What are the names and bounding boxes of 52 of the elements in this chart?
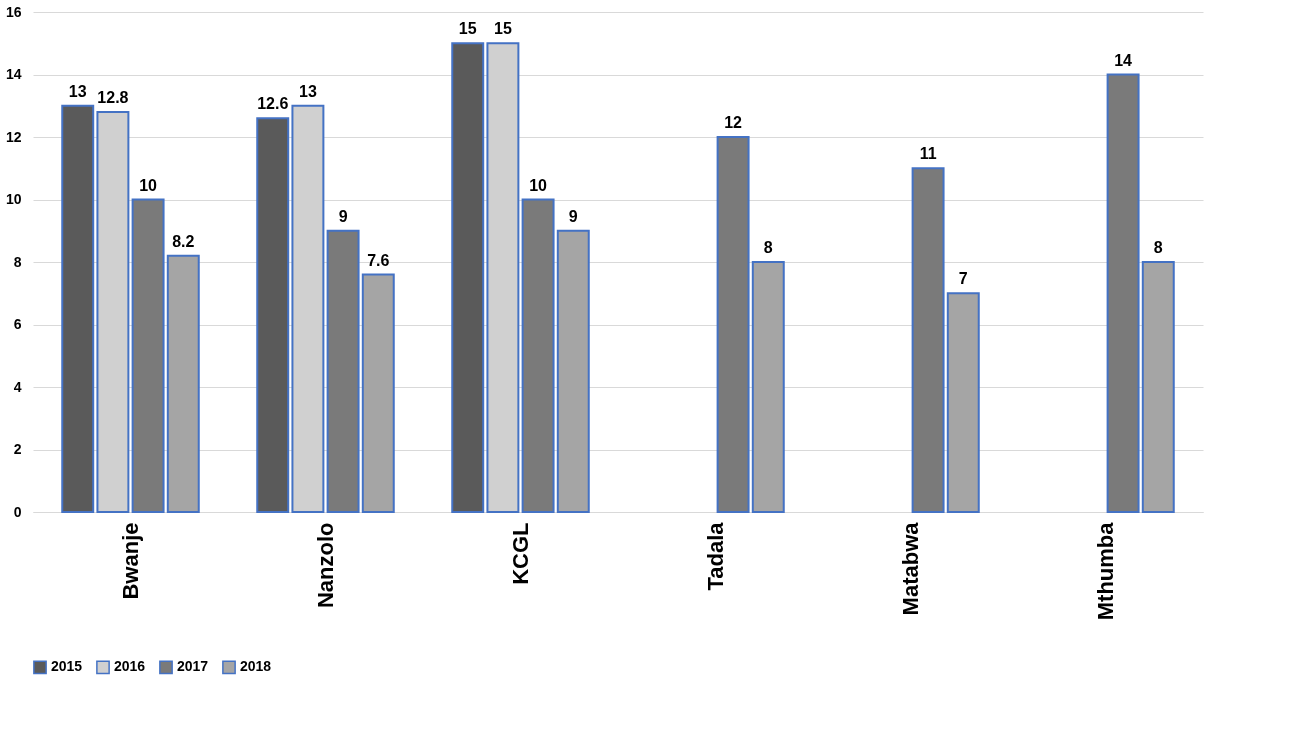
data-label: 8: [1153, 239, 1163, 256]
data-label: 7.6: [367, 251, 390, 269]
y-tick-label: 16: [5, 3, 22, 20]
data-label: 7: [958, 270, 968, 288]
x-tick-label: Mthumba: [1092, 521, 1118, 621]
bar: [256, 117, 290, 513]
y-tick-label: 4: [13, 378, 22, 395]
data-label: 10: [529, 176, 548, 194]
legend-label: 2016: [114, 658, 146, 675]
data-label: 15: [494, 20, 512, 38]
y-tick-label: 2: [13, 441, 22, 457]
data-label: 13: [299, 82, 317, 100]
bar: [521, 198, 555, 513]
data-label: 14: [1114, 51, 1133, 69]
y-tick-label: 6: [13, 316, 22, 332]
bar: [1106, 73, 1140, 513]
bar: [451, 42, 485, 513]
bar: [751, 261, 785, 513]
bar: [911, 167, 945, 513]
data-label: 11: [919, 145, 937, 163]
data-label: 9: [568, 207, 578, 225]
data-label: 10: [139, 176, 158, 194]
y-tick-label: 10: [5, 191, 22, 207]
data-label: 12.8: [97, 89, 129, 106]
data-label: 15: [458, 20, 477, 38]
y-tick-label: 8: [13, 253, 22, 270]
data-label: 12: [724, 114, 743, 131]
bar: [361, 273, 395, 513]
data-label: 9: [338, 207, 348, 225]
bar: [61, 104, 95, 513]
data-label: 12.6: [257, 95, 289, 113]
legend-label: 2017: [177, 658, 209, 675]
bar: [326, 229, 360, 513]
x-tick-label: Matabwa: [897, 521, 923, 616]
x-tick-label: Tadala: [702, 521, 728, 591]
y-tick-label: 12: [5, 128, 22, 145]
bar: [946, 292, 980, 513]
bar: [716, 136, 750, 513]
data-label: 8: [763, 239, 773, 256]
legend-label: 2015: [51, 658, 83, 675]
bar: [1141, 261, 1175, 513]
bar: [166, 254, 200, 513]
legend-label: 2018: [240, 658, 272, 675]
bar: [131, 198, 165, 513]
bar: [556, 229, 590, 513]
x-tick-label: Nanzolo: [312, 522, 338, 609]
data-label: 8.2: [172, 232, 195, 250]
x-tick-label: Bwanje: [117, 522, 143, 600]
y-tick-label: 0: [13, 503, 22, 520]
y-tick-label: 14: [5, 66, 22, 82]
data-label: 13: [68, 82, 87, 100]
x-tick-label: KCGL: [507, 522, 533, 585]
